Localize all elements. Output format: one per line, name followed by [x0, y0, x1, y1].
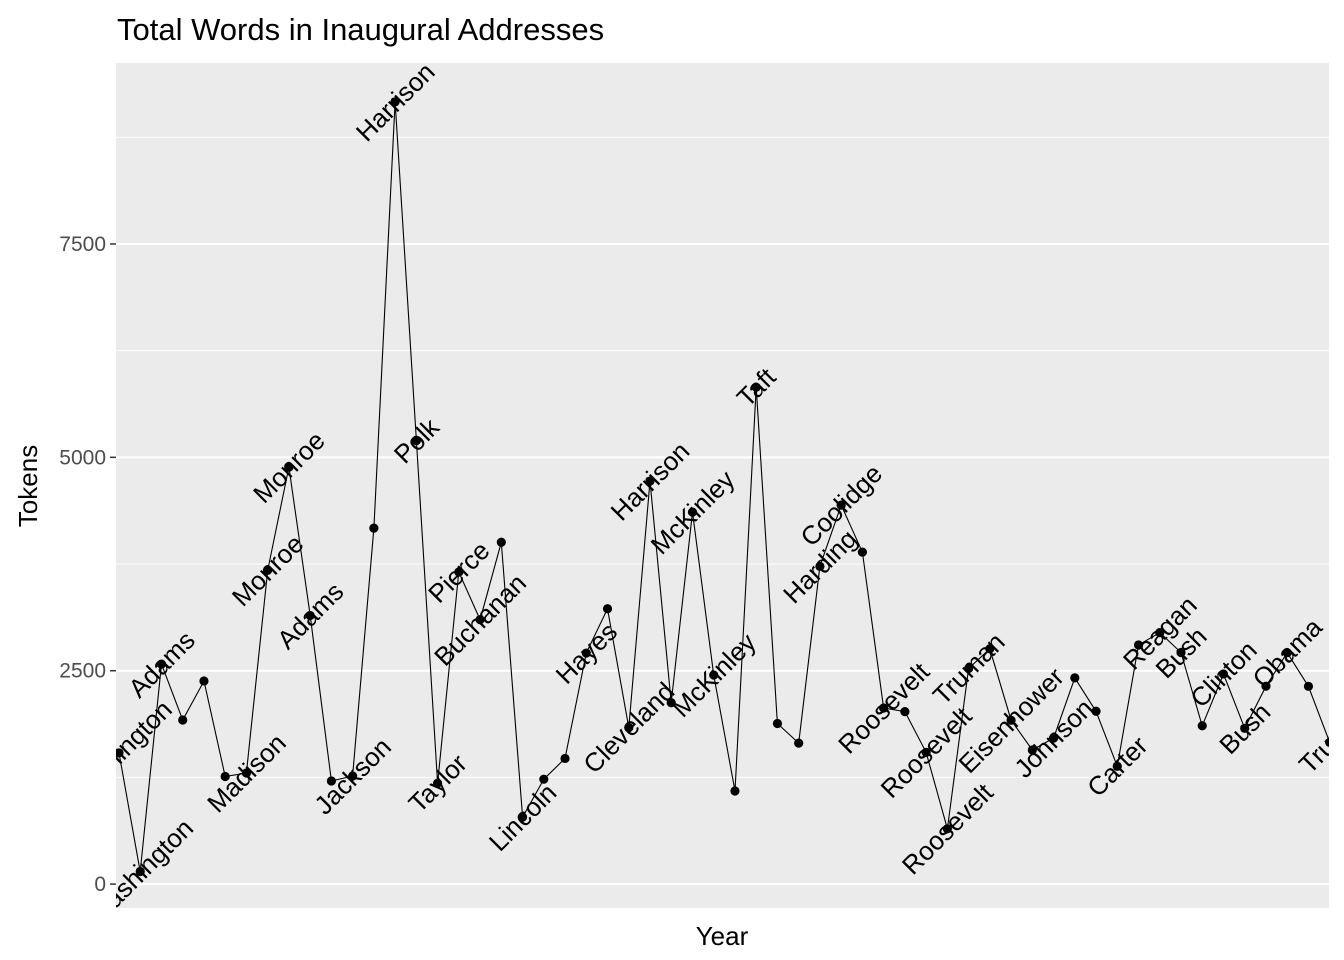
data-point: [815, 561, 825, 571]
data-point: [772, 718, 783, 729]
data-point: [369, 523, 379, 533]
data-point: [1091, 706, 1101, 716]
data-point: [687, 507, 698, 517]
data-point: [921, 747, 931, 757]
data-point: [1112, 761, 1122, 771]
data-point: [560, 753, 570, 764]
data-point: [1218, 669, 1229, 679]
chart-title: Total Words in Inaugural Addresses: [117, 12, 604, 47]
data-point: [433, 778, 443, 788]
data-point: [900, 707, 910, 717]
data-point: [624, 722, 634, 733]
data-point: [1303, 681, 1314, 691]
grid-major: [116, 242, 1329, 886]
data-point: [709, 670, 719, 680]
data-point: [1282, 648, 1292, 658]
data-point: [517, 812, 528, 822]
data-point: [1261, 681, 1271, 691]
grid-minor: [116, 136, 1329, 778]
data-point: [1027, 745, 1037, 755]
data-point: [539, 774, 549, 784]
y-tick-label: 2500: [59, 660, 106, 683]
data-point: [1155, 628, 1165, 638]
data-point: [730, 786, 740, 796]
data-point: [645, 476, 655, 486]
data-point: [475, 615, 485, 625]
data-point: [178, 715, 188, 725]
data-point: [1133, 640, 1144, 650]
data-point: [964, 663, 974, 674]
data-point: [1176, 647, 1186, 658]
data-point: [1070, 673, 1080, 683]
data-point: [263, 565, 273, 575]
y-axis-title: Tokens: [13, 445, 43, 527]
y-tick-label: 5000: [59, 446, 106, 469]
data-point: [836, 500, 846, 510]
data-point: [1048, 733, 1059, 743]
data-point: [985, 644, 995, 654]
data-point: [666, 698, 676, 708]
data-point: [581, 648, 591, 658]
data-point: [241, 768, 252, 778]
data-point: [116, 748, 124, 758]
data-point: [942, 824, 952, 834]
data-point: [348, 771, 358, 781]
data-point: [135, 866, 145, 877]
series-line: [118, 101, 1329, 872]
x-axis-title: Year: [696, 921, 749, 951]
data-point: [220, 771, 230, 782]
data-point: [751, 382, 761, 392]
data-point: [199, 676, 209, 686]
y-tick-label: 0: [94, 873, 106, 896]
data-point: [1006, 715, 1016, 725]
data-point: [156, 659, 167, 669]
data-point: [1325, 737, 1329, 747]
plot-panel: [116, 63, 1329, 908]
data-point: [602, 604, 613, 614]
y-tick-label: 7500: [59, 233, 106, 256]
data-point: [857, 547, 868, 557]
data-point: [1240, 723, 1250, 733]
data-point: [305, 610, 315, 621]
data-point: [390, 97, 400, 107]
y-axis: 0 2500 5000 7500: [59, 233, 116, 896]
data-point: [1197, 721, 1207, 731]
data-point: [411, 436, 421, 446]
data-point: [326, 776, 336, 786]
data-points: [116, 97, 1329, 877]
data-point: [879, 703, 889, 713]
data-point: [794, 738, 804, 748]
data-point: [496, 537, 506, 547]
data-point: [284, 462, 294, 472]
data-point: [454, 567, 464, 577]
